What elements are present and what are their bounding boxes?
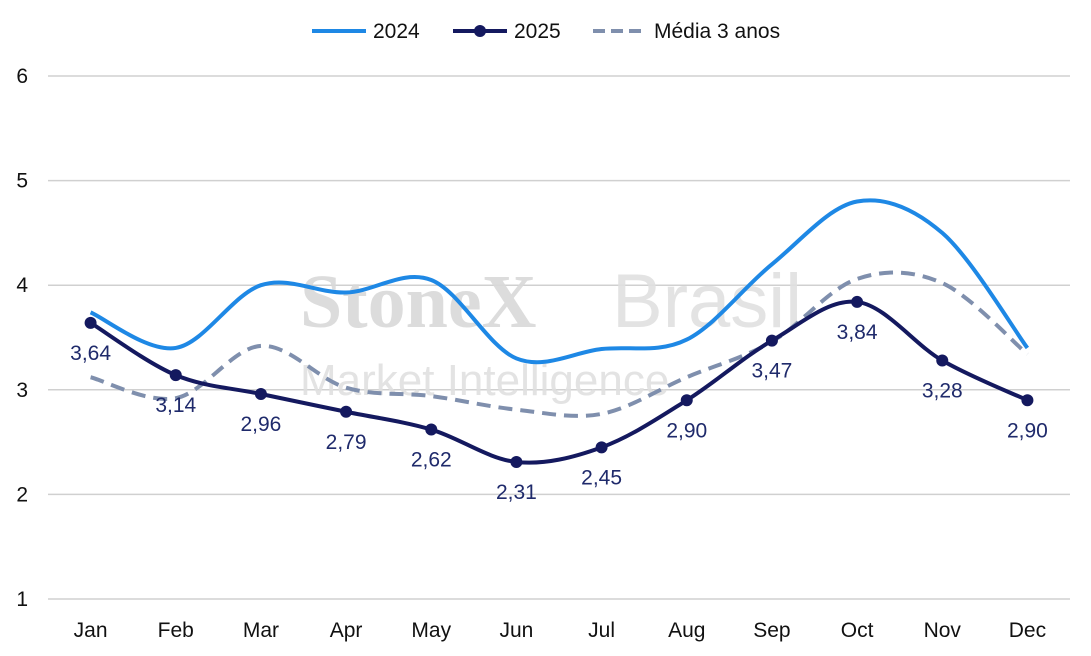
data-label: 2,90 <box>666 419 707 442</box>
data-label: 2,31 <box>496 481 537 504</box>
data-point <box>169 369 182 382</box>
data-label: 2,45 <box>581 466 622 489</box>
x-tick-label: Jan <box>74 619 108 642</box>
data-point <box>851 295 864 308</box>
data-label: 2,62 <box>411 449 452 472</box>
y-tick-label: 5 <box>16 170 28 193</box>
data-points <box>84 295 1034 468</box>
data-point <box>680 394 693 407</box>
series-group <box>89 198 1030 465</box>
legend-label: Média 3 anos <box>654 20 780 43</box>
x-tick-label: Oct <box>841 619 874 642</box>
x-tick-label: Jul <box>588 619 615 642</box>
legend-label: 2025 <box>514 20 561 43</box>
y-axis-ticks: 1 2 3 4 5 6 <box>16 65 28 611</box>
watermark-tagline: Market Intelligence <box>300 356 669 405</box>
data-label: 3,28 <box>922 380 963 403</box>
data-label: 3,84 <box>837 321 878 344</box>
x-tick-label: Jun <box>499 619 533 642</box>
y-tick-label: 4 <box>16 274 28 297</box>
data-point <box>765 334 778 347</box>
x-tick-label: Apr <box>330 619 363 642</box>
watermark-suffix: Brasil <box>612 259 802 344</box>
data-point <box>340 405 353 418</box>
data-point <box>1021 394 1034 407</box>
y-tick-label: 2 <box>16 483 28 506</box>
data-label: 3,47 <box>751 360 792 383</box>
watermark-brand: StoneX <box>300 260 536 344</box>
x-tick-label: Feb <box>158 619 194 642</box>
legend-marker <box>474 25 486 37</box>
data-point <box>254 387 267 400</box>
data-labels: 3,64 3,14 2,96 2,79 2,62 2,31 2,45 2,90 3,47 3,84… <box>70 321 1048 504</box>
data-label: 3,64 <box>70 342 111 365</box>
data-point <box>425 423 438 436</box>
series-line-2 <box>90 270 1029 418</box>
x-tick-label: Aug <box>668 619 705 642</box>
legend: 2024 2025 Média 3 anos <box>312 20 780 43</box>
series-line-1 <box>89 299 1029 465</box>
x-tick-label: Dec <box>1009 619 1046 642</box>
x-axis-ticks: Jan Feb Mar Apr May Jun Jul Aug Sep Oct Nov Dec <box>74 619 1046 642</box>
series-line-0 <box>89 198 1030 365</box>
y-tick-label: 1 <box>16 588 28 611</box>
data-point <box>595 441 608 454</box>
data-label: 3,14 <box>155 394 196 417</box>
x-tick-label: Mar <box>243 619 279 642</box>
x-tick-label: Sep <box>753 619 790 642</box>
y-tick-label: 6 <box>16 65 28 88</box>
data-label: 2,79 <box>326 431 367 454</box>
data-label: 2,90 <box>1007 419 1048 442</box>
data-point <box>510 455 523 468</box>
y-tick-label: 3 <box>16 379 28 402</box>
gridlines <box>48 75 1070 600</box>
x-tick-label: May <box>411 619 451 642</box>
data-point <box>936 354 949 367</box>
data-label: 2,96 <box>240 413 281 436</box>
data-point <box>84 316 97 329</box>
legend-label: 2024 <box>373 20 420 43</box>
x-tick-label: Nov <box>924 619 962 642</box>
watermark: StoneX Brasil Market Intelligence <box>300 259 802 405</box>
